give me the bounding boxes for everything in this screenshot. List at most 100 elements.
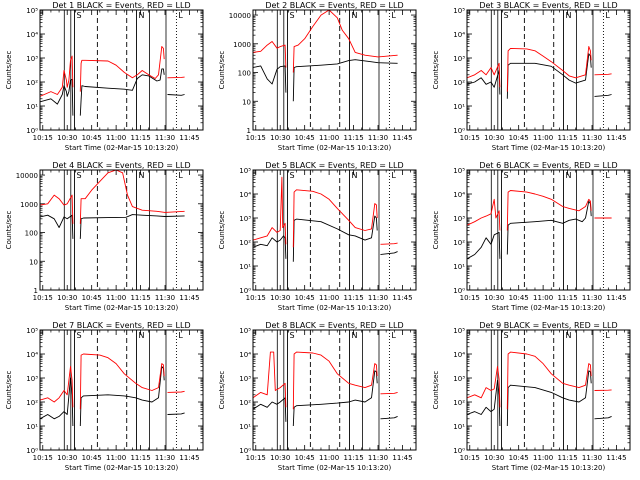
event-marker-label: N [138, 171, 144, 180]
events-series-line [253, 65, 287, 93]
event-marker-label: N [138, 331, 144, 340]
lld-series-line [40, 366, 74, 408]
y-tick-label: 100 [25, 230, 38, 238]
events-series-line [594, 94, 612, 97]
y-tick-label: 10¹ [453, 103, 465, 111]
event-marker-label: L [178, 171, 183, 180]
y-tick-label: 10² [26, 79, 38, 87]
chart-panel-det-6: 10⁰ 10¹ 10² 10³ 10⁴ 10⁵ 10:15 10:30 10:45 11:00 11… [432, 161, 631, 312]
x-tick-label: 10:30 [270, 454, 290, 462]
lld-series-line [40, 55, 74, 97]
event-marker-label: S [77, 331, 82, 340]
event-marker-label: S [77, 11, 82, 20]
y-tick-label: 10⁰ [239, 447, 251, 455]
events-series-line [380, 415, 398, 420]
y-tick-label: 10⁵ [26, 327, 38, 335]
plot-frame [252, 329, 417, 451]
chart-panel-det-7: 10⁰ 10¹ 10² 10³ 10⁴ 10⁵ 10:15 10:30 10:45 11:00 11… [5, 321, 204, 472]
series-group [40, 170, 185, 239]
x-tick-label: 10:30 [484, 454, 504, 462]
x-tick-label: 11:30 [155, 294, 175, 302]
y-tick-label: 10⁴ [26, 31, 38, 39]
series-group [253, 10, 398, 102]
x-tick-label: 10:30 [270, 134, 290, 142]
event-marker-label: S [504, 171, 509, 180]
x-tick-label: 10:15 [33, 454, 53, 462]
events-series-line [467, 231, 501, 260]
x-tick-label: 11:45 [606, 134, 626, 142]
x-axis-label: Start Time (02-Mar-15 10:13:20) [65, 464, 179, 472]
x-tick-label: 10:45 [509, 454, 529, 462]
y-tick-label: 10⁰ [26, 127, 38, 135]
chart-title: Det 9 BLACK = Events, RED = LLD [479, 321, 617, 330]
x-axis-label: Start Time (02-Mar-15 10:13:20) [278, 464, 392, 472]
x-tick-label: 11:15 [557, 134, 577, 142]
lld-series-line [253, 41, 287, 68]
x-tick-label: 10:30 [484, 294, 504, 302]
x-axis-label: Start Time (02-Mar-15 10:13:20) [492, 464, 606, 472]
y-tick-label: 10¹ [239, 263, 251, 271]
chart-title: Det 6 BLACK = Events, RED = LLD [479, 161, 617, 170]
x-tick-label: 10:30 [57, 134, 77, 142]
x-tick-label: 10:15 [246, 454, 266, 462]
y-tick-label: 10⁰ [26, 447, 38, 455]
x-tick-label: 11:30 [368, 454, 388, 462]
events-series-line [506, 370, 592, 427]
lld-series-line [506, 190, 592, 231]
x-tick-label: 10:45 [82, 134, 102, 142]
y-axis-label: Counts/sec [5, 211, 13, 250]
y-tick-label: 10⁵ [239, 167, 251, 175]
lld-series-line [167, 390, 185, 393]
plot-frame [466, 9, 631, 131]
event-marker-label: N [565, 11, 571, 20]
x-tick-label: 11:30 [582, 454, 602, 462]
y-tick-label: 10³ [453, 55, 465, 63]
chart-panel-det-4: 1 10 100 1000 10000 10:15 10:30 10:45 11:00 11:15… [5, 161, 204, 312]
chart-title: Det 3 BLACK = Events, RED = LLD [479, 1, 617, 10]
lld-series-line [292, 351, 378, 410]
series-group [467, 351, 612, 427]
event-marker-label: N [565, 171, 571, 180]
lld-series-line [292, 10, 398, 73]
x-tick-label: 11:15 [557, 454, 577, 462]
x-axis-label: Start Time (02-Mar-15 10:13:20) [278, 304, 392, 312]
x-tick-label: 11:00 [533, 454, 553, 462]
event-marker-label: L [391, 331, 396, 340]
x-tick-label: 11:00 [106, 454, 126, 462]
chart-title: Det 7 BLACK = Events, RED = LLD [52, 321, 190, 330]
plot-frame [466, 169, 631, 291]
x-tick-label: 10:45 [82, 454, 102, 462]
y-tick-label: 10⁰ [453, 447, 465, 455]
event-marker-label: N [351, 11, 357, 20]
y-tick-label: 10⁰ [239, 287, 251, 295]
y-tick-label: 10³ [239, 215, 251, 223]
chart-panel-det-1: 10⁰ 10¹ 10² 10³ 10⁴ 10⁵ 10:15 10:30 10:45 11:00 11… [5, 1, 204, 152]
x-tick-label: 11:15 [130, 294, 150, 302]
y-tick-label: 10³ [26, 55, 38, 63]
y-axis-label: Counts/sec [432, 371, 440, 410]
event-marker-label: S [504, 11, 509, 20]
y-tick-label: 10⁰ [453, 287, 465, 295]
y-tick-label: 10¹ [453, 423, 465, 431]
x-tick-label: 11:00 [319, 134, 339, 142]
x-axis-label: Start Time (02-Mar-15 10:13:20) [278, 144, 392, 152]
y-tick-label: 10² [26, 399, 38, 407]
series-group [467, 190, 612, 260]
event-marker-label: N [565, 331, 571, 340]
x-tick-label: 10:15 [246, 134, 266, 142]
lld-series-line [253, 176, 287, 245]
y-tick-label: 100 [238, 70, 251, 78]
lld-series-line [467, 366, 501, 408]
x-tick-label: 10:15 [460, 134, 480, 142]
x-tick-label: 11:45 [606, 294, 626, 302]
chart-title: Det 2 BLACK = Events, RED = LLD [265, 1, 403, 10]
x-tick-label: 10:15 [460, 294, 480, 302]
x-tick-label: 11:15 [343, 134, 363, 142]
y-tick-label: 10² [453, 399, 465, 407]
chart-panel-det-3: 10⁰ 10¹ 10² 10³ 10⁴ 10⁵ 10:15 10:30 10:45 11:00 11… [432, 1, 631, 152]
y-tick-label: 10¹ [26, 423, 38, 431]
events-series-line [253, 397, 287, 422]
y-tick-label: 10² [239, 239, 251, 247]
x-axis-label: Start Time (02-Mar-15 10:13:20) [492, 304, 606, 312]
y-tick-label: 10² [239, 399, 251, 407]
